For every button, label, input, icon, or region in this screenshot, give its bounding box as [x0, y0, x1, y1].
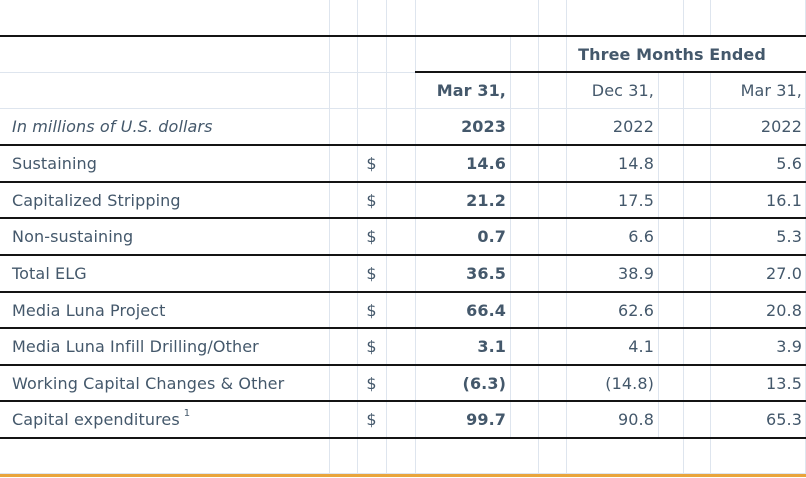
value-cell: 3.1 — [477, 337, 506, 356]
row-label: Non-sustaining — [12, 227, 134, 246]
column-header-year: 2023 — [461, 117, 506, 136]
value-cell: 5.6 — [776, 154, 802, 173]
table-border — [0, 437, 806, 439]
currency-symbol: $ — [366, 410, 377, 429]
value-cell: 90.8 — [617, 410, 654, 429]
grid-line-v — [710, 72, 711, 474]
value-cell: 0.7 — [477, 227, 506, 246]
currency-symbol: $ — [366, 227, 377, 246]
value-cell: 13.5 — [765, 373, 802, 393]
value-cell: 66.4 — [466, 300, 506, 320]
value-cell: 20.8 — [765, 300, 802, 320]
table-border — [0, 217, 806, 219]
table-border — [0, 181, 806, 183]
grid-line-h — [0, 108, 806, 109]
grid-line-v — [329, 0, 330, 474]
column-header-month: Mar 31, — [436, 80, 506, 100]
period-header: Three Months Ended — [578, 44, 766, 64]
table-border — [0, 400, 806, 402]
value-cell: 21.2 — [466, 190, 506, 210]
value-cell: 99.7 — [466, 410, 506, 429]
table-border — [0, 364, 806, 366]
unit-note: In millions of U.S. dollars — [12, 117, 213, 136]
currency-symbol: $ — [366, 300, 377, 320]
table-border — [0, 327, 806, 329]
value-cell: 38.9 — [617, 264, 654, 283]
table-border — [0, 144, 806, 146]
grid-line-v — [386, 0, 387, 474]
currency-symbol: $ — [366, 154, 377, 173]
row-label: Capital expenditures 1 — [0, 401, 329, 438]
grid-line-v — [415, 0, 416, 474]
table-border — [415, 71, 806, 73]
currency-symbol: $ — [366, 190, 377, 210]
row-label: Capitalized Stripping — [12, 190, 181, 210]
currency-symbol: $ — [366, 337, 377, 356]
value-cell: 14.6 — [466, 154, 506, 173]
value-cell: 5.3 — [776, 227, 802, 246]
currency-symbol: $ — [366, 264, 377, 283]
column-header-year: 2022 — [760, 117, 802, 136]
value-cell: 36.5 — [466, 264, 506, 283]
table-border — [0, 291, 806, 293]
grid-line-v — [538, 0, 539, 474]
value-cell: 65.3 — [765, 410, 802, 429]
value-cell: 27.0 — [765, 264, 802, 283]
grid-line-v — [357, 0, 358, 474]
row-label: Sustaining — [12, 154, 98, 173]
row-label: Media Luna Project — [12, 300, 166, 320]
table-border — [0, 254, 806, 256]
grid-line-v — [566, 0, 567, 474]
column-header-month: Mar 31, — [740, 80, 802, 100]
footnote-marker: 1 — [183, 408, 191, 419]
value-cell: (6.3) — [462, 373, 506, 393]
grid-line-v — [710, 0, 711, 36]
value-cell: 4.1 — [628, 337, 654, 356]
grid-line-v — [683, 72, 684, 474]
row-label-text: Capital expenditures — [12, 410, 180, 429]
row-label: Working Capital Changes & Other — [12, 373, 285, 393]
currency-symbol: $ — [366, 373, 377, 393]
value-cell: 17.5 — [617, 190, 654, 210]
column-header-year: 2022 — [612, 117, 654, 136]
row-label: Media Luna Infill Drilling/Other — [12, 337, 259, 356]
row-label: Total ELG — [12, 264, 87, 283]
column-header-month: Dec 31, — [591, 80, 654, 100]
grid-line-h — [0, 473, 806, 474]
grid-line-v — [683, 0, 684, 36]
value-cell: (14.8) — [605, 373, 654, 393]
accent-rule — [0, 474, 806, 477]
value-cell: 14.8 — [617, 154, 654, 173]
grid-line-v — [510, 36, 511, 438]
value-cell: 62.6 — [617, 300, 654, 320]
value-cell: 3.9 — [776, 337, 802, 356]
grid-line-h — [0, 72, 415, 73]
value-cell: 6.6 — [628, 227, 654, 246]
value-cell: 16.1 — [765, 190, 802, 210]
table-border — [0, 35, 806, 37]
